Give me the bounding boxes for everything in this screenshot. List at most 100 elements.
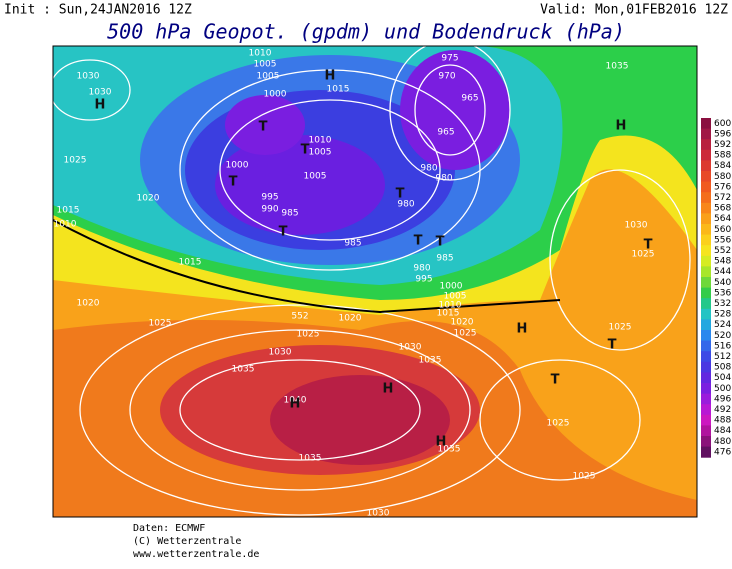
colorbar-swatch [701, 160, 711, 172]
isobar-label: 1010 [54, 220, 77, 230]
isobar-label: 1035 [419, 356, 442, 366]
colorbar-label: 496 [714, 394, 731, 404]
pressure-center: H [616, 119, 627, 134]
isobar-label: 1025 [609, 323, 632, 333]
colorbar-swatch [701, 213, 711, 225]
footer-line: (C) Wetterzentrale [133, 536, 241, 547]
colorbar-label: 512 [714, 352, 731, 362]
isobar-label: 1005 [304, 172, 327, 182]
isobar-label: 1025 [297, 330, 320, 340]
isobar-label: 1015 [57, 206, 80, 216]
pressure-center: H [436, 435, 447, 450]
colorbar-label: 488 [714, 416, 731, 426]
isobar-label: 985 [344, 239, 361, 249]
isobar-label: 980 [435, 174, 452, 184]
pressure-center: T [229, 175, 238, 190]
valid-time: Valid: Mon,01FEB2016 12Z [540, 3, 728, 18]
isobar-label: 1005 [444, 292, 467, 302]
colorbar-swatch [701, 319, 711, 331]
colorbar-swatch [701, 202, 711, 214]
isobar-label: 990 [261, 205, 278, 215]
isobar-label: 1035 [299, 454, 322, 464]
isobar-label: 980 [420, 164, 437, 174]
colorbar-swatch [701, 436, 711, 448]
isobar-label: 1030 [269, 348, 292, 358]
colorbar-swatch [701, 171, 711, 183]
colorbar-swatch [701, 255, 711, 267]
colorbar-label: 588 [714, 151, 731, 161]
colorbar-label: 584 [714, 161, 731, 171]
pressure-center: H [517, 322, 528, 337]
isobar-label: 1025 [454, 329, 477, 339]
isobar-label: 1000 [226, 161, 249, 171]
pressure-center: T [551, 373, 560, 388]
colorbar-label: 544 [714, 267, 731, 277]
colorbar-label: 580 [714, 172, 731, 182]
colorbar-label: 576 [714, 182, 731, 192]
isobar-label: 1015 [179, 258, 202, 268]
isobar-label: 1010 [249, 49, 272, 59]
isobar-label: 1000 [264, 90, 287, 100]
isobar-label: 1005 [257, 72, 280, 82]
colorbar-swatch [701, 393, 711, 405]
colorbar-swatch [701, 192, 711, 204]
colorbar-swatch [701, 404, 711, 416]
colorbar-label: 480 [714, 437, 731, 447]
colorbar-swatch [701, 351, 711, 363]
colorbar-swatch [701, 139, 711, 151]
pressure-center: T [608, 338, 617, 353]
isobar-label: 1030 [89, 88, 112, 98]
colorbar-swatch [701, 372, 711, 384]
colorbar-swatch [701, 224, 711, 236]
colorbar-label: 548 [714, 257, 731, 267]
isobar-label: 1010 [309, 136, 332, 146]
isobar-label: 1025 [573, 472, 596, 482]
pressure-center: H [383, 382, 394, 397]
colorbar-label: 492 [714, 405, 731, 415]
colorbar-label: 572 [714, 193, 731, 203]
colorbar-swatch [701, 287, 711, 299]
isobar-label: 1030 [399, 343, 422, 353]
isobar-label: 552 [291, 312, 308, 322]
isobar-label: 1020 [339, 314, 362, 324]
colorbar-swatch [701, 277, 711, 289]
pressure-center: T [301, 143, 310, 158]
pressure-center: T [259, 120, 268, 135]
isobar-label: 985 [436, 254, 453, 264]
isobar-label: 1015 [437, 309, 460, 319]
pressure-center: H [95, 98, 106, 113]
isobar-label: 1015 [327, 85, 350, 95]
colorbar-swatch [701, 361, 711, 373]
pressure-center: T [396, 187, 405, 202]
isobar-label: 975 [441, 54, 458, 64]
colorbar-label: 600 [714, 119, 731, 129]
isobar-label: 970 [438, 72, 455, 82]
colorbar-label: 524 [714, 320, 731, 330]
isobar-label: 1010 [439, 301, 462, 311]
colorbar-label: 556 [714, 235, 731, 245]
colorbar-label: 564 [714, 214, 731, 224]
colorbar-label: 484 [714, 426, 731, 436]
isobar-label: 1025 [149, 319, 172, 329]
isobar-label: 1040 [284, 396, 307, 406]
isobar-label: 1030 [367, 509, 390, 519]
colorbar-label: 528 [714, 310, 731, 320]
colorbar-label: 596 [714, 129, 731, 139]
isobar-label: 1035 [232, 365, 255, 375]
pressure-center: H [290, 397, 301, 412]
colorbar-label: 504 [714, 373, 731, 383]
isobar-label: 1020 [137, 194, 160, 204]
isobar-label: 980 [413, 264, 430, 274]
isobar-label: 1035 [606, 62, 629, 72]
isobar-label: 985 [281, 209, 298, 219]
footer-line: Daten: ECMWF [133, 523, 205, 534]
colorbar-label: 532 [714, 299, 731, 309]
pressure-center: H [325, 69, 336, 84]
colorbar-label: 516 [714, 341, 731, 351]
pressure-center: T [436, 235, 445, 250]
pressure-center: T [279, 225, 288, 240]
isobar-label: 1020 [77, 299, 100, 309]
colorbar-swatch [701, 383, 711, 395]
colorbar-label: 592 [714, 140, 731, 150]
